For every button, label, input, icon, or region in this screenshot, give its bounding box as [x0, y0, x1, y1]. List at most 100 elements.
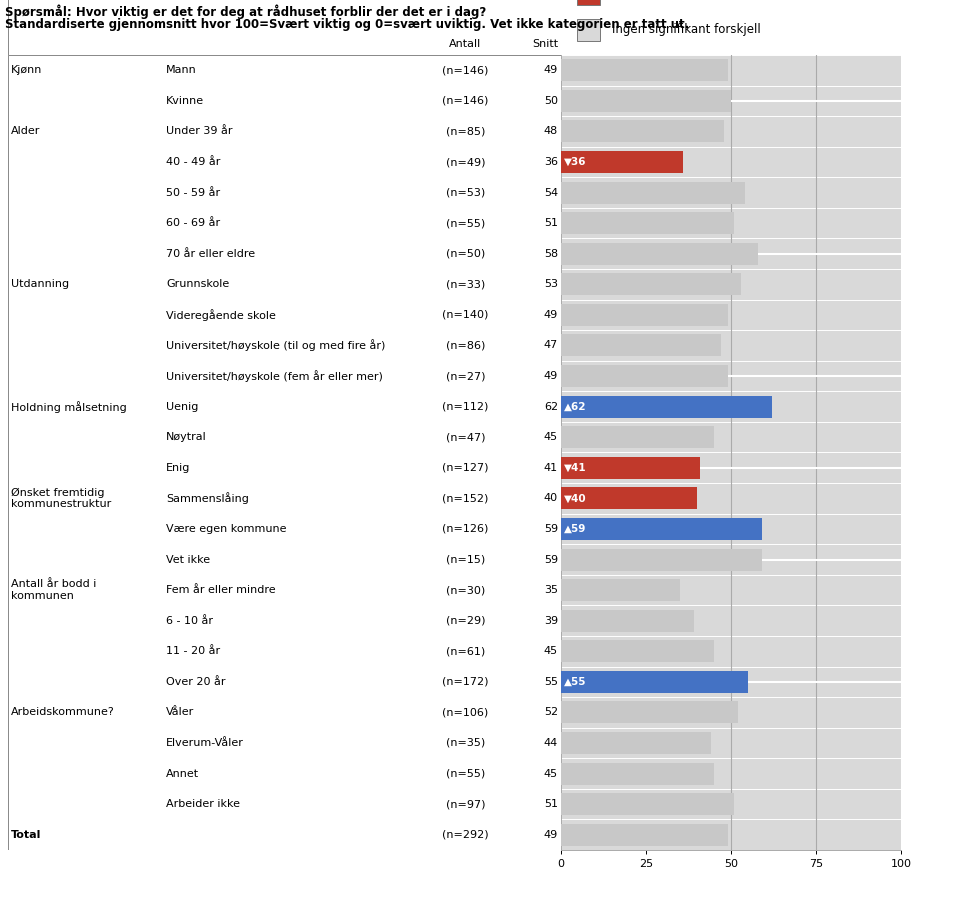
- Text: 6 - 10 år: 6 - 10 år: [166, 616, 213, 626]
- Bar: [577, 0, 600, 5]
- Text: Kvinne: Kvinne: [166, 96, 204, 106]
- Bar: [561, 274, 741, 295]
- Text: 35: 35: [544, 585, 558, 595]
- Text: Sammenslåing: Sammenslåing: [166, 493, 249, 505]
- Bar: [561, 304, 728, 326]
- Text: 52: 52: [544, 708, 558, 718]
- Bar: [561, 824, 728, 845]
- Text: ▲62: ▲62: [564, 401, 587, 411]
- Text: 50: 50: [544, 96, 558, 106]
- Text: 45: 45: [544, 768, 558, 778]
- Text: (n=33): (n=33): [445, 279, 485, 289]
- Bar: [561, 212, 734, 234]
- Text: (n=86): (n=86): [445, 341, 485, 351]
- Text: 40 - 49 år: 40 - 49 år: [166, 157, 221, 167]
- Text: Snitt: Snitt: [532, 39, 558, 49]
- Text: (n=47): (n=47): [445, 432, 485, 442]
- Text: Enig: Enig: [166, 463, 190, 473]
- Bar: [561, 59, 728, 82]
- Bar: [561, 518, 761, 540]
- Bar: [561, 365, 728, 387]
- Text: 51: 51: [544, 799, 558, 809]
- Text: (n=112): (n=112): [443, 401, 489, 411]
- Text: 48: 48: [543, 127, 558, 137]
- Text: Holdning målsetning: Holdning målsetning: [11, 400, 127, 412]
- Text: 36: 36: [544, 157, 558, 167]
- Text: Utdanning: Utdanning: [11, 279, 69, 289]
- Text: 59: 59: [544, 524, 558, 534]
- Text: 44: 44: [543, 738, 558, 748]
- Text: 40: 40: [544, 494, 558, 504]
- Text: 49: 49: [543, 310, 558, 320]
- Text: Fem år eller mindre: Fem år eller mindre: [166, 585, 276, 595]
- Text: Kjønn: Kjønn: [11, 65, 42, 75]
- Bar: [561, 426, 714, 448]
- Text: Grunnskole: Grunnskole: [166, 279, 229, 289]
- Text: (n=152): (n=152): [443, 494, 489, 504]
- Text: 59: 59: [544, 554, 558, 564]
- Text: 49: 49: [543, 830, 558, 840]
- Bar: [561, 670, 748, 693]
- Text: (n=126): (n=126): [443, 524, 489, 534]
- Text: 53: 53: [544, 279, 558, 289]
- Text: ▼41: ▼41: [564, 463, 587, 473]
- Text: Under 39 år: Under 39 år: [166, 127, 232, 137]
- Bar: [561, 120, 724, 142]
- Text: (n=49): (n=49): [445, 157, 485, 167]
- Text: 51: 51: [544, 218, 558, 228]
- Bar: [561, 579, 680, 601]
- Text: (n=27): (n=27): [445, 371, 485, 381]
- Text: 62: 62: [544, 401, 558, 411]
- Text: Antall år bodd i
kommunen: Antall år bodd i kommunen: [11, 579, 96, 601]
- Text: 41: 41: [544, 463, 558, 473]
- Bar: [561, 90, 731, 111]
- Text: 49: 49: [543, 371, 558, 381]
- Text: Mann: Mann: [166, 65, 197, 75]
- Bar: [561, 457, 701, 478]
- Bar: [561, 396, 772, 418]
- Bar: [561, 701, 738, 723]
- Text: 39: 39: [544, 616, 558, 626]
- Text: Vet ikke: Vet ikke: [166, 554, 210, 564]
- Text: Ingen signifikant forskjell: Ingen signifikant forskjell: [612, 24, 760, 36]
- Bar: [561, 548, 761, 571]
- Text: Antall: Antall: [449, 39, 482, 49]
- Text: Arbeider ikke: Arbeider ikke: [166, 799, 240, 809]
- Text: (n=292): (n=292): [443, 830, 489, 840]
- Text: Våler: Våler: [166, 708, 194, 718]
- Text: ▲55: ▲55: [564, 677, 587, 687]
- Text: 58: 58: [544, 249, 558, 259]
- Bar: [561, 641, 714, 662]
- Text: (n=61): (n=61): [445, 646, 485, 656]
- Text: Ønsket fremtidig
kommunestruktur: Ønsket fremtidig kommunestruktur: [11, 487, 111, 509]
- Text: Elverum-Våler: Elverum-Våler: [166, 738, 244, 748]
- Text: (n=53): (n=53): [445, 188, 485, 198]
- Text: (n=106): (n=106): [443, 708, 489, 718]
- Text: (n=146): (n=146): [443, 96, 489, 106]
- Text: Annet: Annet: [166, 768, 199, 778]
- Text: (n=30): (n=30): [445, 585, 485, 595]
- Text: 70 år eller eldre: 70 år eller eldre: [166, 249, 255, 259]
- Text: (n=50): (n=50): [445, 249, 485, 259]
- Text: 54: 54: [544, 188, 558, 198]
- Text: (n=146): (n=146): [443, 65, 489, 75]
- Bar: [561, 181, 745, 204]
- Bar: [561, 487, 697, 509]
- Text: Uenig: Uenig: [166, 401, 199, 411]
- Text: ▼40: ▼40: [564, 494, 587, 504]
- Text: Universitet/høyskole (til og med fire år): Universitet/høyskole (til og med fire år…: [166, 340, 385, 352]
- Text: 45: 45: [544, 646, 558, 656]
- Text: Total: Total: [11, 830, 41, 840]
- Text: (n=97): (n=97): [445, 799, 485, 809]
- Text: Standardiserte gjennomsnitt hvor 100=Svært viktig og 0=svært uviktig. Vet ikke k: Standardiserte gjennomsnitt hvor 100=Svæ…: [5, 18, 689, 31]
- Text: (n=127): (n=127): [443, 463, 489, 473]
- Text: Arbeidskommune?: Arbeidskommune?: [11, 708, 115, 718]
- Bar: [577, 19, 600, 41]
- Bar: [561, 610, 693, 631]
- Text: 60 - 69 år: 60 - 69 år: [166, 218, 220, 228]
- Text: Være egen kommune: Være egen kommune: [166, 524, 286, 534]
- Text: (n=85): (n=85): [445, 127, 485, 137]
- Text: ▼36: ▼36: [564, 157, 587, 167]
- Text: Alder: Alder: [11, 127, 40, 137]
- Text: Universitet/høyskole (fem år eller mer): Universitet/høyskole (fem år eller mer): [166, 371, 383, 382]
